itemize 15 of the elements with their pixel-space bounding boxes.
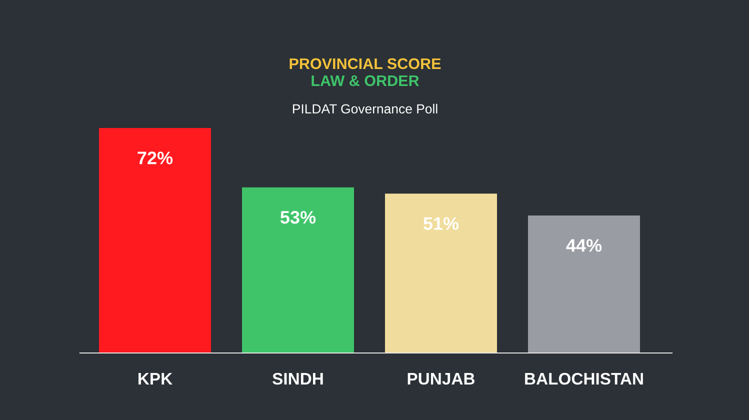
x-tick-label: BALOCHISTAN [525, 372, 643, 385]
chart-subtitle: LAW & ORDER [312, 75, 420, 86]
data-label: 53% [280, 210, 316, 224]
data-label: 51% [423, 217, 459, 230]
data-label: 44% [566, 239, 602, 252]
bar [242, 187, 354, 353]
bar [385, 194, 497, 353]
x-tick-label: SINDH [272, 372, 323, 385]
chart-title: PROVINCIAL SCORE [290, 58, 441, 70]
bar [528, 216, 640, 353]
x-tick-label: KPK [138, 373, 172, 385]
text: PILDAT Governance Poll [292, 104, 438, 114]
bar [99, 128, 211, 353]
data-label: 72% [138, 152, 173, 164]
x-tick-label: PUNJAB [408, 373, 475, 385]
